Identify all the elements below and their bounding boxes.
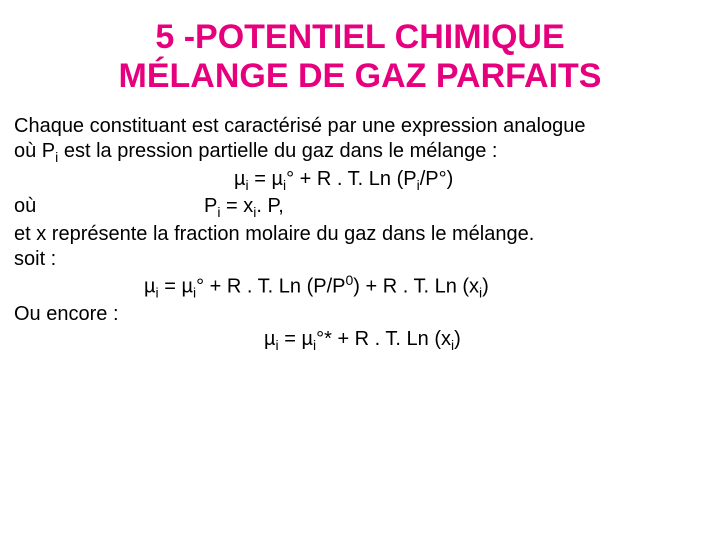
paragraph-fraction: et x représente la fraction molaire du g…: [14, 222, 706, 247]
text-ou: où: [14, 194, 204, 219]
equation-2-line: oùPi = xi. P,: [14, 194, 706, 222]
slide-body: Chaque constituant est caractérisé par u…: [14, 114, 706, 354]
equation-1: µi = µi° + R . T. Ln (Pi/P°): [14, 167, 706, 195]
text-run: = µ: [249, 168, 283, 190]
text-run: = µ: [279, 328, 313, 350]
text-run: est la pression partielle du gaz dans le…: [58, 140, 497, 162]
paragraph-soit: soit :: [14, 247, 706, 272]
text-run: où P: [14, 140, 55, 162]
paragraph-intro-2: où Pi est la pression partielle du gaz d…: [14, 139, 706, 167]
slide-title: 5 -POTENTIEL CHIMIQUE MÉLANGE DE GAZ PAR…: [14, 18, 706, 96]
title-line-1: 5 -POTENTIEL CHIMIQUE: [155, 18, 564, 56]
text-run: = x: [220, 195, 253, 217]
text-run: = µ: [159, 275, 193, 297]
text-run: µ: [234, 168, 246, 190]
text-run: µ: [264, 328, 276, 350]
slide: 5 -POTENTIEL CHIMIQUE MÉLANGE DE GAZ PAR…: [0, 0, 720, 540]
text-run: ): [482, 275, 489, 297]
equation-3: µi = µi° + R . T. Ln (P/P0) + R . T. Ln …: [14, 272, 706, 302]
paragraph-ou-encore: Ou encore :: [14, 302, 706, 327]
equation-4: µi = µi°* + R . T. Ln (xi): [14, 327, 706, 355]
text-run: ): [454, 328, 461, 350]
text-run: ° + R . T. Ln (P/P: [196, 275, 345, 297]
text-run: ° + R . T. Ln (P: [286, 168, 416, 190]
text-run: °* + R . T. Ln (x: [316, 328, 451, 350]
text-run: P: [204, 195, 217, 217]
title-line-2: MÉLANGE DE GAZ PARFAITS: [119, 57, 602, 95]
text-run: µ: [144, 275, 156, 297]
text-run: . P,: [256, 195, 283, 217]
paragraph-intro-1: Chaque constituant est caractérisé par u…: [14, 114, 706, 139]
text-run: /P°): [420, 168, 454, 190]
text-run: ) + R . T. Ln (x: [353, 275, 479, 297]
